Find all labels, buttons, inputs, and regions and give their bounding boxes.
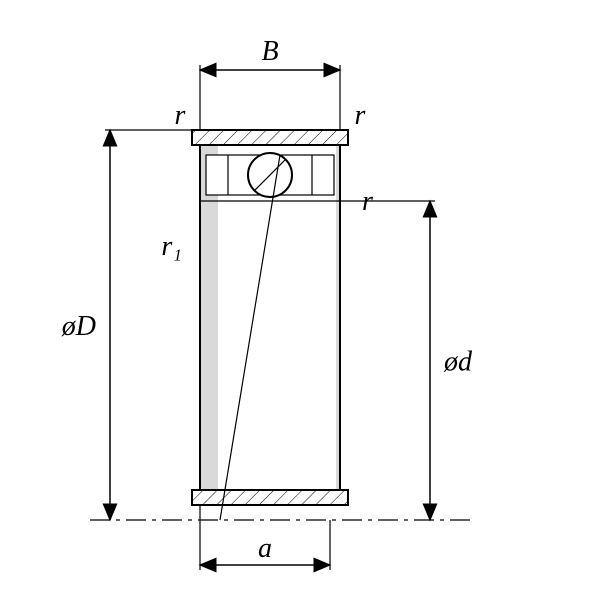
dim-label: ød	[443, 347, 473, 378]
dim-label: r	[355, 100, 366, 131]
bearing-diagram: Brrrr₁øDøda	[0, 0, 600, 600]
diagram-rect	[192, 490, 348, 505]
dim-label: a	[258, 533, 272, 564]
dim-label: B	[261, 36, 278, 67]
dim-label: r	[175, 100, 186, 131]
dim-label: r₁	[161, 231, 182, 262]
diagram-rect	[192, 130, 348, 145]
diagram-rect	[200, 145, 218, 490]
dim-label: øD	[61, 311, 96, 342]
